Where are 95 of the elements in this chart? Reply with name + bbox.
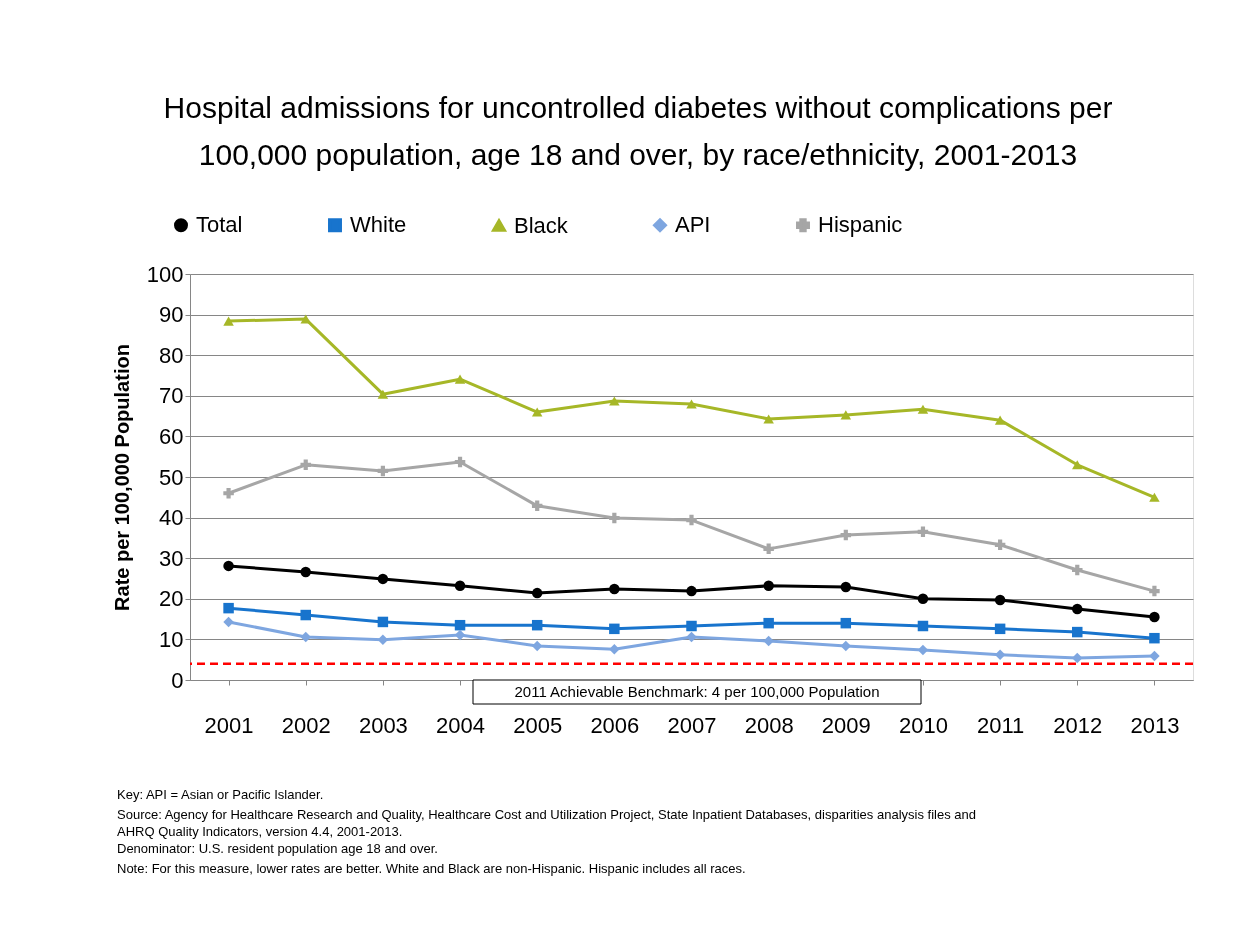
point	[917, 526, 929, 538]
point	[454, 580, 466, 592]
point	[763, 543, 774, 555]
point	[1072, 564, 1083, 576]
point	[994, 623, 1006, 635]
point	[994, 539, 1006, 551]
point	[531, 407, 543, 417]
x-tick-label: 2009	[821, 712, 871, 738]
point	[763, 580, 774, 592]
y-tick-label: 60	[159, 423, 184, 449]
y-tick-label: 50	[159, 464, 184, 490]
point	[1149, 611, 1160, 623]
y-tick-label: 40	[159, 505, 184, 531]
point	[377, 465, 389, 477]
point	[994, 594, 1006, 606]
x-tick-label: 2012	[1053, 712, 1103, 738]
point	[531, 500, 543, 512]
text: Note: For this measure, lower rates are better. White and Black are non-Hispanic. Hispanic includes all races.	[117, 861, 746, 876]
x-tick-label: 2013	[1130, 712, 1180, 738]
point	[300, 566, 311, 578]
y-tick-label: 80	[159, 342, 184, 368]
x-tick-label: 2005	[513, 712, 563, 738]
text: Key: API = Asian or Pacific Islander.	[117, 787, 324, 802]
y-tick-label: 100	[146, 261, 184, 287]
x-tick-label: 2001	[204, 712, 254, 738]
point	[1149, 492, 1160, 502]
legend-label: API	[675, 212, 711, 238]
point	[377, 389, 389, 399]
point	[917, 593, 929, 605]
point	[609, 583, 620, 595]
legend-label: Total	[196, 212, 243, 238]
point	[377, 573, 389, 585]
point	[454, 456, 466, 468]
point	[609, 512, 620, 524]
point	[223, 616, 234, 628]
point	[686, 620, 697, 632]
x-tick-label: 2003	[358, 712, 408, 738]
x-tick-label: 2007	[667, 712, 717, 738]
point	[531, 587, 543, 599]
x-tick-label: 2010	[898, 712, 948, 738]
x-tick-label: 2002	[281, 712, 331, 738]
legend-label: Hispanic	[818, 212, 903, 238]
point	[1149, 650, 1160, 662]
point	[300, 631, 311, 643]
point	[763, 617, 774, 629]
point	[686, 585, 697, 597]
legend-label: Black	[514, 212, 569, 238]
point	[1072, 652, 1083, 664]
point	[840, 617, 852, 629]
x-tick-label: 2006	[590, 712, 640, 738]
point	[686, 399, 697, 409]
point	[223, 602, 234, 614]
x-tick-label: 2004	[436, 712, 486, 738]
legend-label: White	[350, 212, 407, 238]
point	[223, 316, 234, 326]
point	[686, 514, 697, 526]
y-tick-label: 0	[171, 667, 184, 693]
y-tick-label: 30	[159, 545, 184, 571]
chart-title: Hospital admissions for uncontrolled diabetes without complications per 100,000 population, age 18 and over, by race/ethnicity, 2001-2013	[163, 91, 1113, 171]
point	[917, 620, 929, 632]
point	[1149, 585, 1160, 597]
point	[223, 488, 234, 499]
point	[300, 459, 311, 471]
point	[840, 529, 852, 541]
y-tick-label: 10	[159, 626, 184, 652]
y-tick-label: 70	[159, 383, 184, 409]
point	[840, 410, 852, 420]
point	[609, 623, 620, 635]
point	[223, 560, 234, 572]
point	[1072, 603, 1083, 615]
x-tick-label: 2011	[976, 712, 1025, 738]
point	[300, 609, 311, 621]
point	[454, 619, 466, 631]
point	[609, 643, 620, 655]
point	[609, 396, 620, 406]
ref-line-label: 2011 Achievable Benchmark: 4 per 100,000 Population	[514, 683, 880, 700]
point	[994, 415, 1006, 425]
point	[377, 616, 389, 628]
point	[763, 635, 774, 647]
point	[454, 374, 466, 384]
point	[1072, 626, 1083, 638]
text: Denominator: U.S. resident population age 18 and over.	[117, 841, 438, 856]
point	[531, 640, 543, 652]
point	[840, 581, 852, 593]
point	[300, 314, 311, 324]
point	[1149, 632, 1160, 644]
x-tick-label: 2008	[744, 712, 794, 738]
point	[686, 631, 697, 643]
y-axis-title: Rate per 100,000 Population	[110, 344, 133, 611]
point	[531, 619, 543, 631]
point	[917, 404, 929, 414]
point	[1072, 460, 1083, 470]
y-tick-label: 90	[159, 302, 184, 328]
source-note: Source: Agency for Healthcare Research and Quality, Healthcare Cost and Utilization Project, State Inpatient Databases, disparities analysis files and AHRQ Quality Indicators, version 4.4, 2001-2013.	[117, 807, 976, 839]
y-tick-label: 20	[159, 586, 184, 612]
